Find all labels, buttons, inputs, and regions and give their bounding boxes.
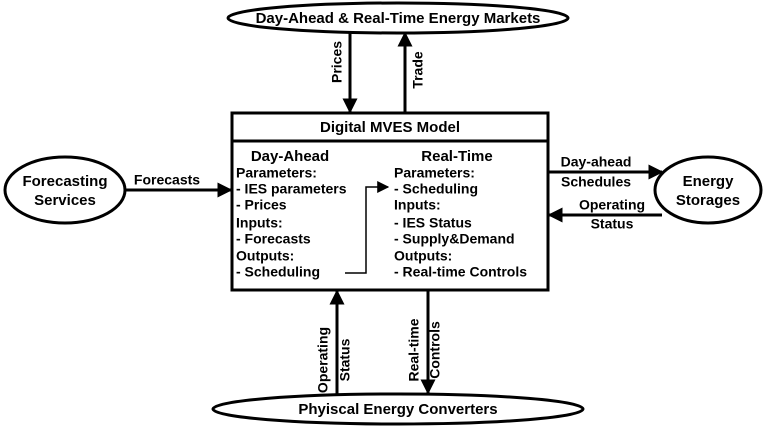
edge-label: Forecasts xyxy=(134,172,200,188)
converters-node xyxy=(211,392,585,426)
node-label: Energy xyxy=(683,173,735,190)
model-line: Outputs: xyxy=(236,248,294,264)
model-box xyxy=(230,111,550,292)
edge-label: Schedules xyxy=(561,174,631,190)
edge-label: Controls xyxy=(427,321,443,379)
node-label: Forecasting xyxy=(22,173,107,190)
model-line: - Supply&Demand xyxy=(394,231,515,247)
edge-label: Status xyxy=(337,338,353,381)
column-heading: Real-Time xyxy=(421,148,492,165)
internal-arrow xyxy=(345,181,390,274)
model-line: - IES Status xyxy=(394,215,472,231)
model-title: Digital MVES Model xyxy=(320,119,460,136)
column-heading: Day-Ahead xyxy=(251,148,329,165)
node-label: Phyiscal Energy Converters xyxy=(298,401,497,418)
forecasting-node xyxy=(3,155,127,225)
node-label: Storages xyxy=(676,192,740,209)
storages-node xyxy=(653,155,763,225)
model-line: - Real-time Controls xyxy=(394,264,527,280)
edge-label: Operating xyxy=(315,327,331,393)
edge-label: Trade xyxy=(410,51,426,89)
model-line: Parameters: xyxy=(236,165,317,181)
model-line: Outputs: xyxy=(394,248,452,264)
edge-label: Operating xyxy=(579,197,645,213)
edge-label: Real-time xyxy=(406,318,422,381)
model-line: Inputs: xyxy=(236,215,283,231)
model-line: - Scheduling xyxy=(236,264,320,280)
model-line: - Scheduling xyxy=(394,181,478,197)
model-line: Inputs: xyxy=(394,197,441,213)
edge-label: Prices xyxy=(329,41,345,83)
edge-label: Day-ahead xyxy=(561,154,632,170)
edge-label: Status xyxy=(591,216,634,232)
model-line: Parameters: xyxy=(394,165,475,181)
model-line: - Prices xyxy=(236,197,287,213)
node-label: Services xyxy=(34,192,96,209)
model-line: - Forecasts xyxy=(236,231,311,247)
node-label: Day-Ahead & Real-Time Energy Markets xyxy=(256,10,541,27)
model-line: - IES parameters xyxy=(236,181,347,197)
